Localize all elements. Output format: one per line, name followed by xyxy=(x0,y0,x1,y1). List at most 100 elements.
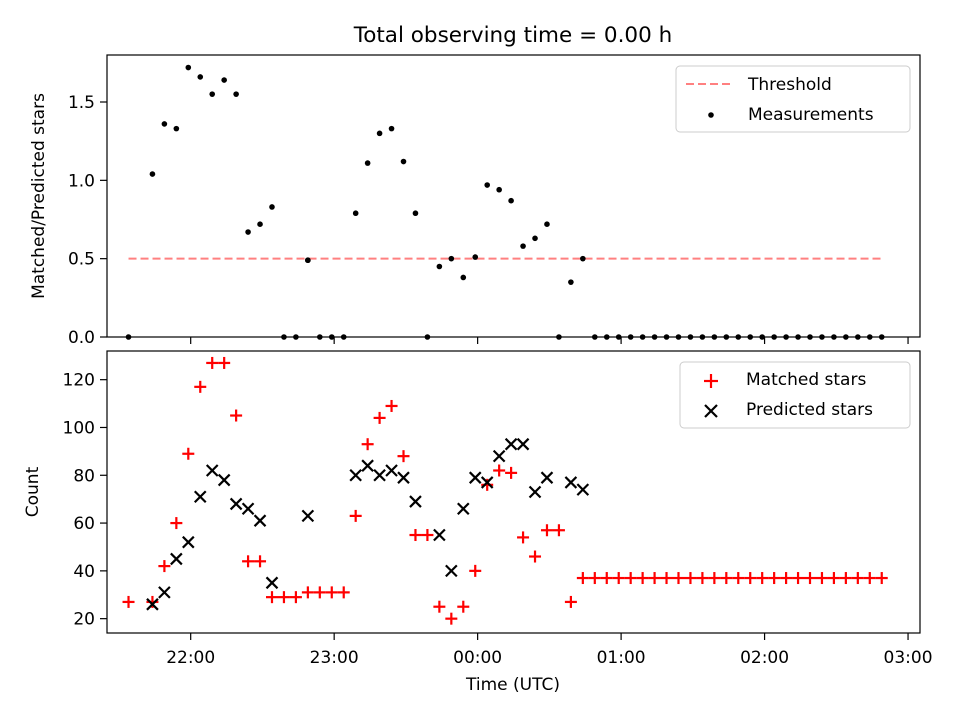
measurement-point xyxy=(568,279,574,285)
measurement-point xyxy=(197,74,204,80)
matched-point xyxy=(146,595,159,608)
predicted-point xyxy=(361,459,374,472)
measurement-point xyxy=(173,125,180,132)
matched-point xyxy=(385,399,398,412)
predicted-point xyxy=(182,535,195,549)
bottom-x-tick-label: 22:00 xyxy=(166,648,215,668)
matched-point xyxy=(206,356,219,369)
matched-point xyxy=(505,466,518,479)
matched-point xyxy=(517,531,530,544)
predicted-point xyxy=(229,497,243,511)
matched-point xyxy=(218,356,231,369)
predicted-point xyxy=(445,564,458,578)
matched-point xyxy=(768,572,781,585)
top-legend: Threshold Measurements xyxy=(675,65,911,133)
matched-point xyxy=(875,572,888,585)
matched-point xyxy=(672,572,685,585)
matched-point xyxy=(529,550,542,563)
predicted-point xyxy=(193,490,207,504)
top-y-axis: 0.0 0.5 1.0 1.5 xyxy=(68,93,107,348)
measurement-point xyxy=(472,254,479,260)
top-y-tick-label: 0.0 xyxy=(68,328,95,348)
predicted-point xyxy=(385,464,398,477)
top-plot-marks xyxy=(125,64,885,340)
matched-point xyxy=(277,591,290,604)
predicted-point xyxy=(349,468,362,482)
matched-point xyxy=(744,572,757,585)
bottom-panel: 20 40 60 80 100 120 22:00 23:00 00:00 01:00 02:00… xyxy=(23,350,933,695)
bottom-x-tick-label: 03:00 xyxy=(884,648,933,668)
measurement-point xyxy=(388,125,395,132)
matched-point xyxy=(194,380,207,393)
matched-point xyxy=(756,572,769,585)
matched-point xyxy=(576,572,589,585)
matched-point xyxy=(170,517,183,530)
measurement-point xyxy=(149,171,156,177)
predicted-point xyxy=(301,509,315,523)
measurement-point xyxy=(460,274,467,281)
matched-point xyxy=(684,572,697,585)
matched-point xyxy=(373,411,386,424)
measurement-point xyxy=(400,158,407,165)
predicted-point xyxy=(241,502,255,516)
predicted-point xyxy=(397,471,410,484)
matched-point xyxy=(361,438,374,451)
top-y-tick-label: 1.5 xyxy=(68,93,95,113)
legend-predicted-swatch xyxy=(704,404,718,418)
matched-point xyxy=(301,586,314,599)
bottom-y-tick-label: 80 xyxy=(73,466,95,486)
bottom-x-axis: 22:00 23:00 00:00 01:00 02:00 03:00 xyxy=(166,633,933,668)
predicted-point xyxy=(170,552,183,566)
predicted-point xyxy=(205,464,219,477)
bottom-axes-frame xyxy=(106,350,921,634)
measurement-point xyxy=(412,210,419,217)
matched-point xyxy=(158,560,171,573)
matched-point xyxy=(409,529,422,542)
predicted-point xyxy=(457,502,470,516)
matched-point xyxy=(481,478,494,491)
predicted-point xyxy=(265,576,279,590)
measurement-point xyxy=(305,257,311,264)
measurement-point xyxy=(221,77,227,83)
matched-point xyxy=(564,595,577,608)
measurement-point xyxy=(352,210,359,217)
matched-point xyxy=(636,572,649,585)
legend-threshold-label: Threshold xyxy=(747,75,832,95)
matched-point xyxy=(397,450,410,463)
measurement-point xyxy=(233,91,239,97)
bottom-plot-marks xyxy=(122,356,888,625)
matched-point xyxy=(815,572,828,585)
matched-point xyxy=(612,572,625,585)
bottom-y-tick-label: 60 xyxy=(73,514,95,534)
bottom-x-tick-label: 01:00 xyxy=(597,648,646,668)
legend-predicted-label: Predicted stars xyxy=(746,400,873,420)
matched-point xyxy=(720,572,733,585)
predicted-point xyxy=(492,449,506,463)
measurement-point xyxy=(580,255,586,262)
measurement-point xyxy=(161,121,168,127)
matched-point xyxy=(588,572,601,585)
legend-matched-label: Matched stars xyxy=(746,370,866,390)
matched-point xyxy=(660,572,673,585)
predicted-point xyxy=(516,437,530,451)
measurement-point xyxy=(245,229,251,235)
top-axes-frame xyxy=(106,54,921,338)
measurement-point xyxy=(209,91,216,97)
predicted-point xyxy=(146,598,159,611)
measurement-point xyxy=(269,204,275,210)
matched-point xyxy=(493,464,506,477)
matched-point xyxy=(696,572,709,585)
bottom-x-tick-label: 23:00 xyxy=(310,648,359,668)
legend-matched-swatch xyxy=(704,374,718,388)
bottom-x-tick-label: 02:00 xyxy=(740,648,789,668)
matched-point xyxy=(708,572,721,585)
matched-point xyxy=(863,572,876,585)
top-y-tick-label: 0.5 xyxy=(68,250,95,270)
top-x-axis xyxy=(190,337,909,344)
predicted-point xyxy=(433,528,446,542)
predicted-point xyxy=(217,473,231,487)
measurement-point xyxy=(376,130,383,137)
matched-point xyxy=(624,572,637,585)
predicted-point xyxy=(540,471,554,484)
x-axis-label: Time (UTC) xyxy=(465,675,560,695)
